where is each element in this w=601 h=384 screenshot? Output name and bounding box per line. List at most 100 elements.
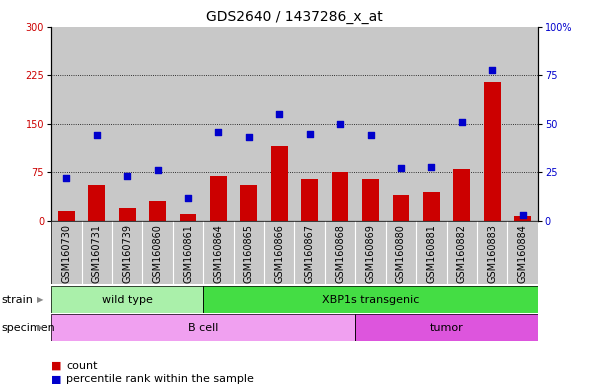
Bar — [240, 185, 257, 221]
Bar — [203, 286, 538, 313]
Bar — [332, 172, 349, 221]
Bar — [484, 82, 501, 221]
Bar — [294, 27, 325, 221]
Text: GSM160867: GSM160867 — [305, 224, 315, 283]
Bar — [454, 169, 470, 221]
Bar — [362, 179, 379, 221]
Bar — [203, 27, 234, 221]
Bar — [264, 221, 294, 284]
Bar — [355, 314, 538, 341]
Text: GSM160739: GSM160739 — [122, 224, 132, 283]
Bar — [234, 27, 264, 221]
Bar — [51, 286, 203, 313]
Bar — [142, 27, 173, 221]
Text: GSM160866: GSM160866 — [274, 224, 284, 283]
Point — [123, 173, 132, 179]
Text: specimen: specimen — [1, 323, 55, 333]
Text: ▶: ▶ — [37, 295, 43, 304]
Bar — [51, 286, 203, 313]
Text: GSM160880: GSM160880 — [396, 224, 406, 283]
Text: GSM160882: GSM160882 — [457, 224, 467, 283]
Bar — [234, 221, 264, 284]
Text: GDS2640 / 1437286_x_at: GDS2640 / 1437286_x_at — [206, 10, 383, 23]
Bar — [325, 221, 355, 284]
Point — [61, 175, 71, 181]
Bar — [294, 221, 325, 284]
Bar — [51, 314, 355, 341]
Bar — [355, 221, 386, 284]
Point — [487, 66, 497, 73]
Bar — [477, 221, 507, 284]
Bar — [173, 27, 203, 221]
Point — [183, 194, 193, 200]
Bar — [301, 179, 318, 221]
Text: GSM160861: GSM160861 — [183, 224, 193, 283]
Point — [305, 131, 314, 137]
Text: tumor: tumor — [430, 323, 463, 333]
Text: ■: ■ — [51, 361, 61, 371]
Point — [275, 111, 284, 117]
Text: GSM160864: GSM160864 — [213, 224, 224, 283]
Bar — [210, 175, 227, 221]
Bar — [386, 221, 416, 284]
Point — [518, 212, 528, 218]
Bar — [51, 314, 355, 341]
Text: percentile rank within the sample: percentile rank within the sample — [66, 374, 254, 384]
Bar — [119, 208, 135, 221]
Text: GSM160869: GSM160869 — [365, 224, 376, 283]
Bar — [173, 221, 203, 284]
Bar — [203, 286, 538, 313]
Bar — [514, 216, 531, 221]
Bar — [149, 202, 166, 221]
Bar — [447, 27, 477, 221]
Bar — [58, 211, 75, 221]
Bar — [416, 221, 447, 284]
Bar — [142, 221, 173, 284]
Point — [153, 167, 162, 174]
Point — [366, 132, 376, 139]
Text: GSM160730: GSM160730 — [61, 224, 72, 283]
Bar — [325, 27, 355, 221]
Point — [92, 132, 102, 139]
Bar — [507, 27, 538, 221]
Bar — [271, 146, 288, 221]
Text: count: count — [66, 361, 97, 371]
Point — [396, 166, 406, 172]
Point — [335, 121, 345, 127]
Bar — [477, 27, 507, 221]
Point — [457, 119, 466, 125]
Point — [244, 134, 254, 141]
Bar — [180, 214, 197, 221]
Text: strain: strain — [1, 295, 33, 305]
Bar — [51, 27, 82, 221]
Text: B cell: B cell — [188, 323, 218, 333]
Text: GSM160731: GSM160731 — [92, 224, 102, 283]
Text: GSM160865: GSM160865 — [244, 224, 254, 283]
Bar — [507, 221, 538, 284]
Point — [427, 164, 436, 170]
Bar — [423, 192, 440, 221]
Text: GSM160868: GSM160868 — [335, 224, 345, 283]
Text: ▶: ▶ — [37, 323, 43, 332]
Bar — [392, 195, 409, 221]
Bar — [88, 185, 105, 221]
Bar — [82, 27, 112, 221]
Text: GSM160883: GSM160883 — [487, 224, 497, 283]
Bar — [112, 221, 142, 284]
Bar — [416, 27, 447, 221]
Text: GSM160884: GSM160884 — [517, 224, 528, 283]
Bar — [355, 27, 386, 221]
Text: ■: ■ — [51, 374, 61, 384]
Text: XBP1s transgenic: XBP1s transgenic — [322, 295, 419, 305]
Text: GSM160860: GSM160860 — [153, 224, 163, 283]
Bar — [264, 27, 294, 221]
Bar — [386, 27, 416, 221]
Bar — [355, 314, 538, 341]
Point — [213, 129, 223, 135]
Text: GSM160881: GSM160881 — [426, 224, 436, 283]
Bar — [51, 221, 82, 284]
Bar — [112, 27, 142, 221]
Text: wild type: wild type — [102, 295, 153, 305]
Bar — [82, 221, 112, 284]
Bar — [447, 221, 477, 284]
